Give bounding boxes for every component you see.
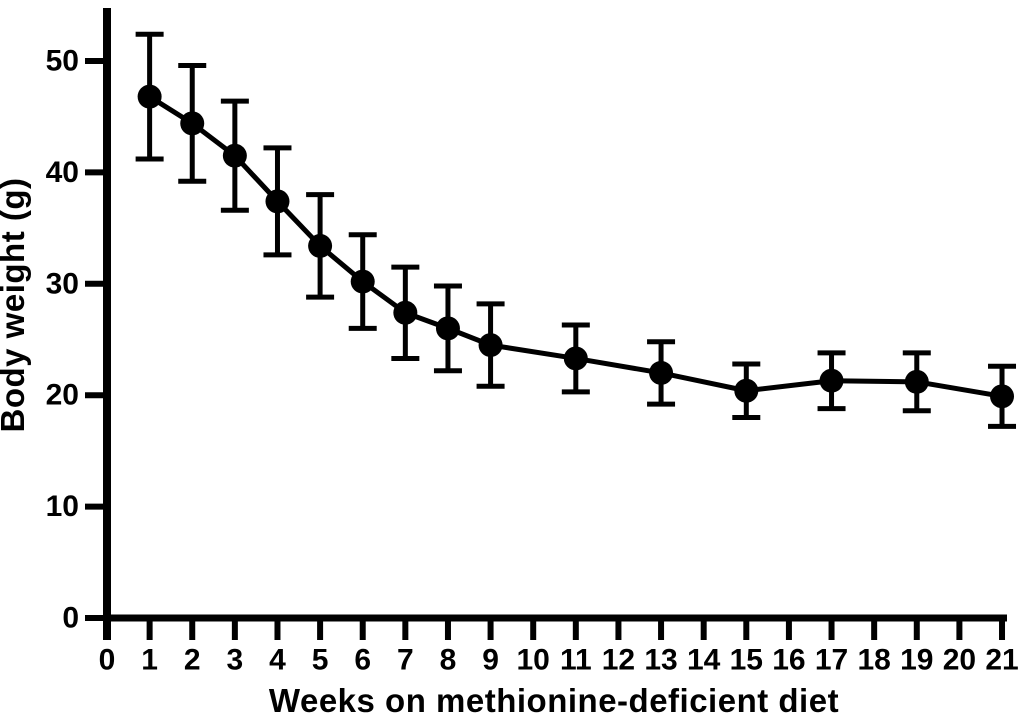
y-axis-title: Body weight (g) (0, 178, 31, 433)
x-axis-tick-label: 11 (560, 644, 592, 677)
axis-titles: Weeks on methionine-deficient diet Body … (0, 178, 839, 719)
x-axis-tick-label: 4 (269, 644, 286, 677)
x-axis-tick-label: 18 (857, 644, 890, 677)
y-axis-tick-label: 0 (62, 602, 79, 635)
x-axis-tick-label: 12 (602, 644, 635, 677)
data-point-marker (222, 143, 247, 168)
x-axis-tick-label: 9 (482, 644, 499, 677)
data-point-marker (563, 346, 588, 371)
x-axis-tick-label: 6 (354, 644, 371, 677)
data-point-marker (350, 269, 375, 294)
data-point-marker (649, 360, 674, 385)
x-axis-tick-label: 8 (440, 644, 457, 677)
x-axis-tick-label: 15 (730, 644, 763, 677)
x-axis-tick-label: 10 (517, 644, 550, 677)
data-point-marker (435, 316, 460, 341)
y-axis-tick-label: 10 (46, 490, 79, 523)
y-axis-tick-label: 20 (46, 379, 79, 412)
x-axis-tick-label: 20 (943, 644, 976, 677)
data-point-marker (734, 378, 759, 403)
x-axis-tick-label: 21 (985, 644, 1018, 677)
data-point-marker (393, 300, 418, 325)
data-point-marker (265, 189, 290, 214)
y-axis-tick-label: 50 (46, 45, 79, 78)
data-point-marker (137, 84, 162, 109)
x-axis-tick-label: 5 (312, 644, 329, 677)
data-point-marker (180, 111, 205, 136)
x-axis-tick-label: 1 (141, 644, 158, 677)
x-axis-tick-label: 16 (772, 644, 805, 677)
x-axis-tick-label: 2 (184, 644, 201, 677)
y-axis-tick-label: 40 (46, 156, 79, 189)
x-axis-tick-label: 3 (227, 644, 244, 677)
x-axis-tick-label: 14 (687, 644, 721, 677)
data-point-marker (819, 368, 844, 393)
y-axis-tick-label: 30 (46, 267, 79, 300)
x-axis-tick-label: 13 (644, 644, 677, 677)
x-axis-tick-label: 17 (815, 644, 848, 677)
x-axis-tick-label: 7 (397, 644, 414, 677)
data-point-marker (904, 369, 929, 394)
x-axis-tick-label: 19 (900, 644, 933, 677)
data-point-marker (308, 233, 333, 258)
data-point-marker (478, 333, 503, 358)
data-point-marker (990, 384, 1015, 409)
x-axis-title: Weeks on methionine-deficient diet (269, 682, 839, 719)
x-axis-tick-label: 0 (99, 644, 116, 677)
